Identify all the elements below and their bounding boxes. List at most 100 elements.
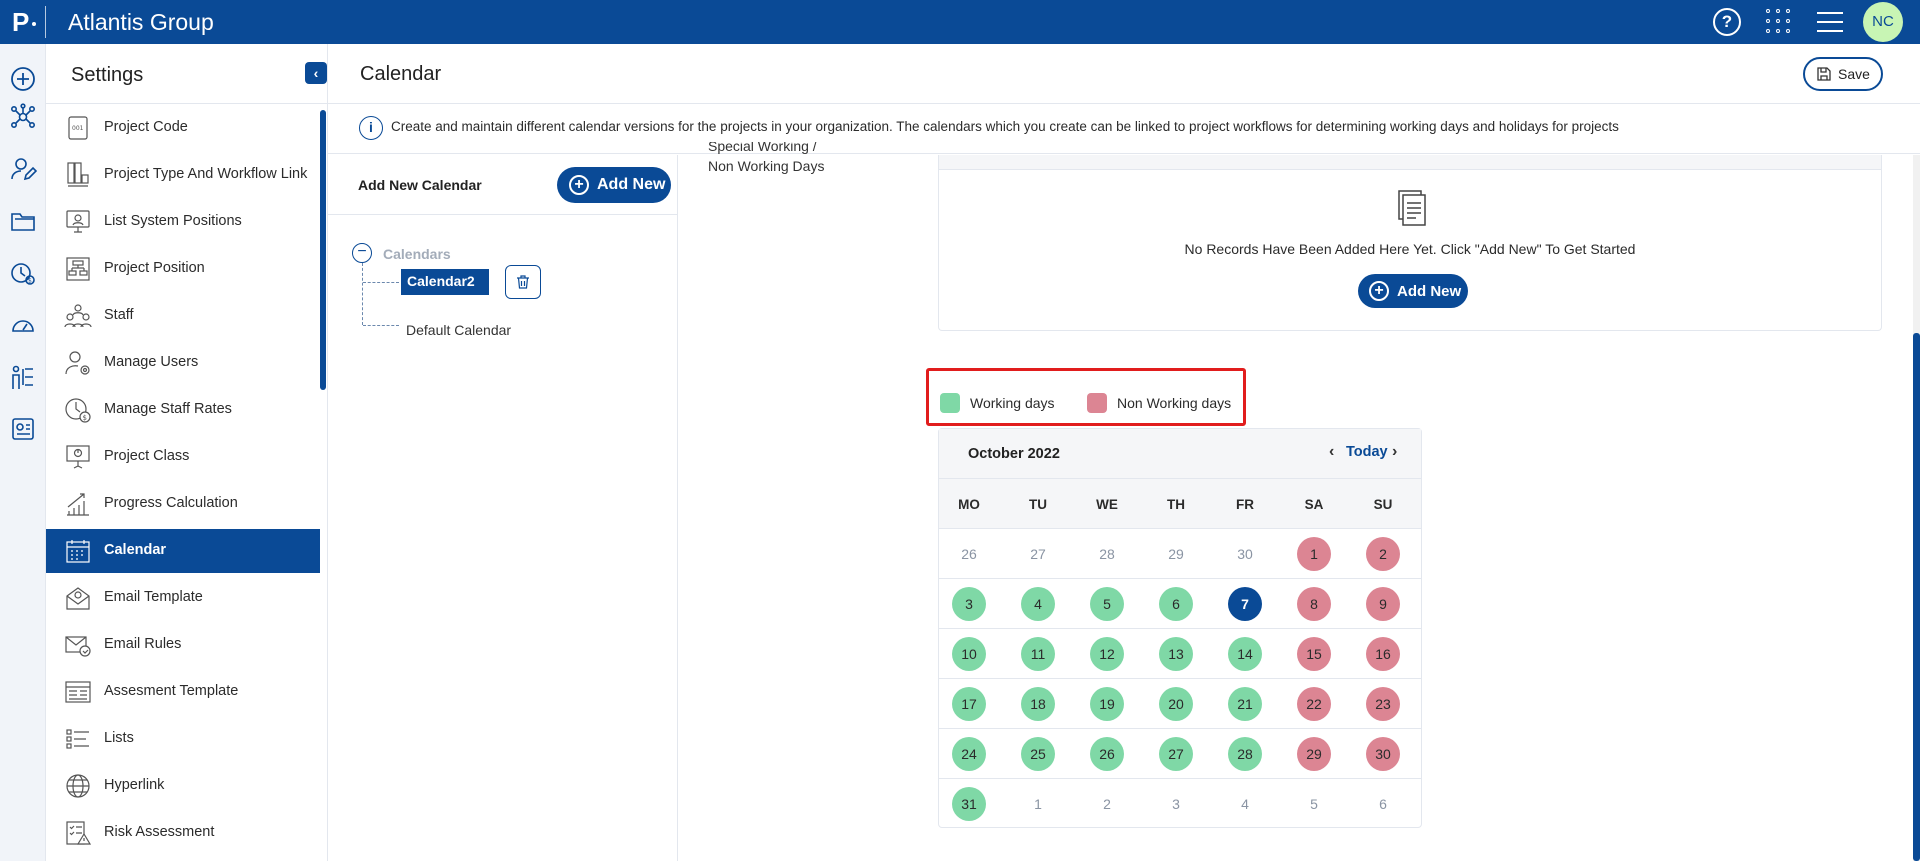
sidebar-item-hyperlink[interactable]: Hyperlink [46,764,320,808]
email-template-icon [66,587,90,610]
main-scrollbar-thumb[interactable] [1913,333,1920,861]
working-days-label: Working days [970,395,1055,411]
report-icon[interactable] [9,415,37,443]
calendar-day[interactable]: 16 [1366,637,1400,671]
calendar-day[interactable]: 4 [1241,796,1249,812]
calendar-day[interactable]: 5 [1090,587,1124,621]
finance-icon[interactable]: $ [9,259,37,287]
chevron-right-icon[interactable]: › [1392,443,1398,460]
staff-rates-icon: $ [65,398,91,423]
calendar-day[interactable]: 9 [1366,587,1400,621]
calendar-day[interactable]: 28 [1228,737,1262,771]
calendar-day[interactable]: 2 [1366,537,1400,571]
sidebar-scrollbar[interactable] [320,110,326,390]
sidebar-item-email-rules[interactable]: Email Rules [46,623,320,667]
sidebar-item-lists[interactable]: Lists [46,717,320,761]
sidebar-item-progress-calculation[interactable]: Progress Calculation [46,482,320,526]
calendar-day[interactable]: 26 [1090,737,1124,771]
sidebar-item-project-code[interactable]: 001 Project Code [46,106,320,150]
calendar-day[interactable]: 20 [1159,687,1193,721]
calendar-day[interactable]: 27 [1030,546,1046,562]
calendar-day[interactable]: 24 [952,737,986,771]
calendar-day[interactable]: 21 [1228,687,1262,721]
team-hierarchy-icon[interactable] [9,363,37,391]
user-edit-icon[interactable] [9,155,37,183]
help-icon[interactable]: ? [1713,8,1741,36]
calendar-day[interactable]: 1 [1034,796,1042,812]
add-new-calendar-button[interactable]: + Add New [557,167,671,203]
calendar-day[interactable]: 13 [1159,637,1193,671]
calendar-day[interactable]: 1 [1297,537,1331,571]
tree-connector [363,325,399,326]
calendar-day[interactable]: 6 [1159,587,1193,621]
project-class-icon [66,445,90,469]
folder-icon[interactable] [9,207,37,235]
calendar-day[interactable]: 19 [1090,687,1124,721]
calendar-day[interactable]: 26 [961,546,977,562]
calendar-day[interactable]: 30 [1237,546,1253,562]
tree-item-default-calendar[interactable]: Default Calendar [406,322,512,338]
calendar-day[interactable]: 8 [1297,587,1331,621]
calendar-legend: Working days Non Working days [926,368,1246,426]
calendar-day[interactable]: 29 [1297,737,1331,771]
sidebar-item-staff[interactable]: Staff [46,294,320,338]
sidebar-item-assessment-template[interactable]: Assesment Template [46,670,320,714]
sidebar-item-project-type[interactable]: Project Type And Workflow Link [46,153,320,197]
dashboard-gauge-icon[interactable] [9,311,37,339]
calendar-day[interactable]: 2 [1103,796,1111,812]
collapse-sidebar-button[interactable]: ‹ [305,62,327,84]
hamburger-menu-icon[interactable] [1816,8,1844,36]
calendar-day[interactable]: 3 [952,587,986,621]
sidebar-item-manage-users[interactable]: Manage Users [46,341,320,385]
sidebar-item-calendar[interactable]: Calendar [46,529,320,573]
sidebar-item-email-template[interactable]: Email Template [46,576,320,620]
sidebar-item-label: Email Rules [104,636,182,652]
calendar-day[interactable]: 12 [1090,637,1124,671]
calendar-day[interactable]: 27 [1159,737,1193,771]
calendar-day[interactable]: 5 [1310,796,1318,812]
calendar-day[interactable]: 25 [1021,737,1055,771]
calendar-day[interactable]: 10 [952,637,986,671]
today-button[interactable]: Today [1346,444,1388,460]
app-logo[interactable]: P [12,7,30,37]
calendar-day[interactable]: 31 [952,787,986,821]
network-icon[interactable] [9,103,37,131]
collapse-tree-icon[interactable]: − [352,243,372,263]
special-days-label: Special Working / Non Working Days [708,142,825,174]
calendar-day[interactable]: 29 [1168,546,1184,562]
tree-root-calendars[interactable]: Calendars [383,246,451,262]
sidebar-item-project-position[interactable]: Project Position [46,247,320,291]
sidebar-item-risk-assessment[interactable]: Risk Assessment [46,811,320,855]
calendar-day[interactable]: 17 [952,687,986,721]
calendar-day[interactable]: 30 [1366,737,1400,771]
user-avatar[interactable]: NC [1863,2,1903,42]
save-button[interactable]: Save [1803,57,1883,91]
logo-dot [32,22,36,26]
calendar-day[interactable]: 18 [1021,687,1055,721]
chevron-left-icon[interactable]: ‹ [1329,443,1335,460]
calendar-day[interactable]: 22 [1297,687,1331,721]
calendar-day[interactable]: 15 [1297,637,1331,671]
sidebar-item-label: Progress Calculation [104,495,238,511]
apps-grid-icon[interactable] [1765,8,1793,36]
calendar-day[interactable]: 3 [1172,796,1180,812]
calendar-header: October 2022 ‹ Today › [939,429,1421,479]
sidebar-item-staff-rates[interactable]: $ Manage Staff Rates [46,388,320,432]
sidebar-item-system-positions[interactable]: List System Positions [46,200,320,244]
delete-calendar-button[interactable] [505,265,541,299]
calendar-day[interactable]: 4 [1021,587,1055,621]
add-new-special-day-button[interactable]: + Add New [1358,274,1468,308]
sidebar-item-project-class[interactable]: Project Class [46,435,320,479]
sidebar-divider [46,103,328,104]
calendar-day[interactable]: 11 [1021,637,1055,671]
calendar-day[interactable]: 28 [1099,546,1115,562]
calendar-day[interactable]: 6 [1379,796,1387,812]
special-days-records: No Records Have Been Added Here Yet. Cli… [938,155,1882,331]
calendar-day[interactable]: 14 [1228,637,1262,671]
add-circle-icon[interactable] [9,65,37,93]
calendar-day[interactable]: 7 [1228,587,1262,621]
calendar-day[interactable]: 23 [1366,687,1400,721]
calendar-week-row: 17 18 19 20 21 22 23 [939,679,1421,729]
tree-item-calendar2[interactable]: Calendar2 [401,269,489,295]
sidebar-item-label: Email Template [104,589,203,605]
